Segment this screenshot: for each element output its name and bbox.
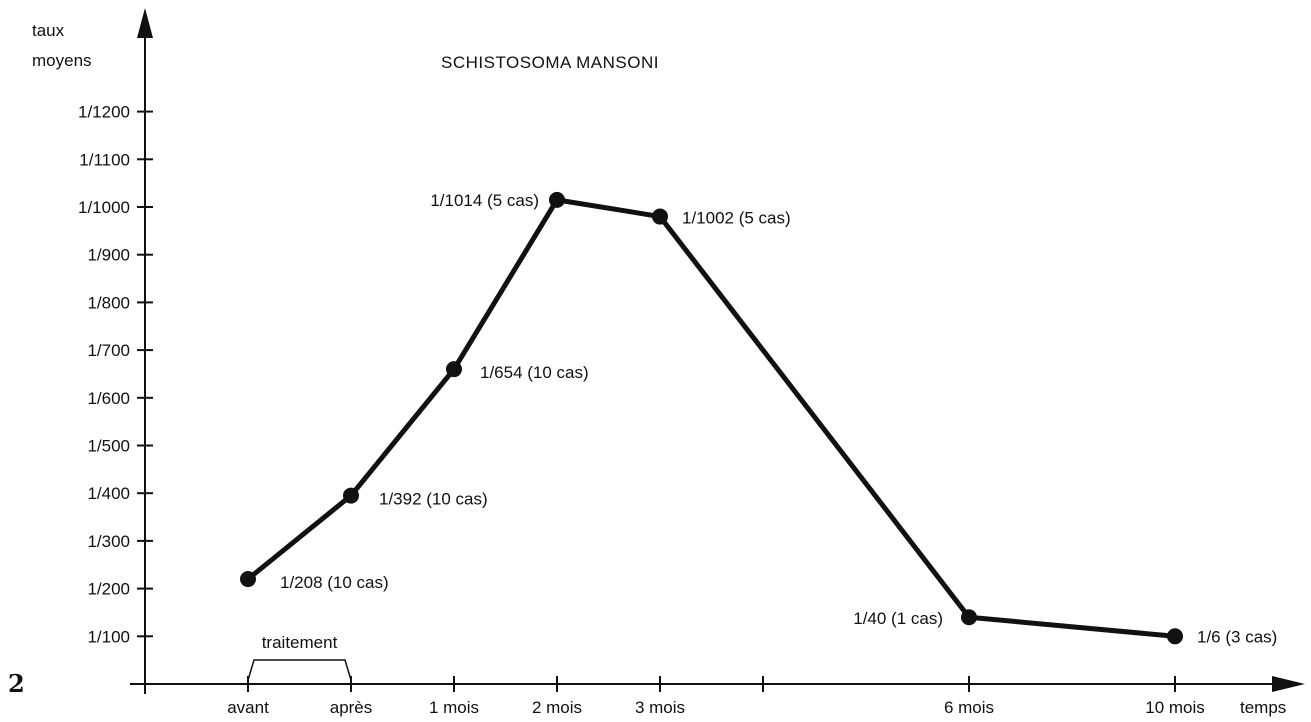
treatment-bracket: [248, 660, 351, 680]
x-tick-label: 6 mois: [944, 698, 994, 717]
data-label: 1/1014 (5 cas): [430, 191, 539, 210]
x-axis-label: temps: [1240, 698, 1286, 717]
x-tick-label: 2 mois: [532, 698, 582, 717]
y-tick-label: 1/1200: [78, 103, 130, 122]
data-point: [1167, 628, 1183, 644]
y-tick-label: 1/1100: [79, 150, 130, 169]
data-label: 1/654 (10 cas): [480, 363, 589, 382]
data-label: 1/208 (10 cas): [280, 573, 389, 592]
chart-title: SCHISTOSOMA MANSONI: [441, 53, 659, 72]
data-label: 1/392 (10 cas): [379, 490, 488, 509]
y-axis-label-line1: taux: [32, 21, 65, 40]
y-tick-label: 1/1000: [78, 198, 130, 217]
x-tick-label: avant: [227, 698, 269, 717]
x-tick-label: après: [330, 698, 373, 717]
data-label: 1/1002 (5 cas): [682, 209, 791, 228]
y-tick-label: 1/900: [87, 246, 130, 265]
y-tick-label: 1/400: [87, 484, 130, 503]
y-tick-label: 1/200: [87, 580, 130, 599]
x-tick-label: 10 mois: [1145, 698, 1205, 717]
x-axis-arrow: [1272, 676, 1305, 692]
data-point: [652, 209, 668, 225]
treatment-label: traitement: [262, 633, 338, 652]
x-tick-label: 3 mois: [635, 698, 685, 717]
figure-number: 2: [8, 669, 25, 698]
series-line: [248, 200, 1175, 636]
data-point: [549, 192, 565, 208]
x-tick-label: 1 mois: [429, 698, 479, 717]
y-tick-label: 1/800: [87, 293, 130, 312]
data-point: [961, 609, 977, 625]
data-label: 1/6 (3 cas): [1197, 627, 1277, 646]
data-point: [446, 361, 462, 377]
y-tick-label: 1/700: [87, 341, 130, 360]
y-axis-arrow: [137, 8, 153, 38]
y-tick-label: 1/600: [87, 389, 130, 408]
data-label: 1/40 (1 cas): [853, 609, 943, 628]
y-axis-label-line2: moyens: [32, 51, 92, 70]
data-point: [343, 488, 359, 504]
y-tick-label: 1/300: [87, 532, 130, 551]
y-tick-label: 1/100: [87, 627, 130, 646]
y-tick-label: 1/500: [87, 437, 130, 456]
data-point: [240, 571, 256, 587]
